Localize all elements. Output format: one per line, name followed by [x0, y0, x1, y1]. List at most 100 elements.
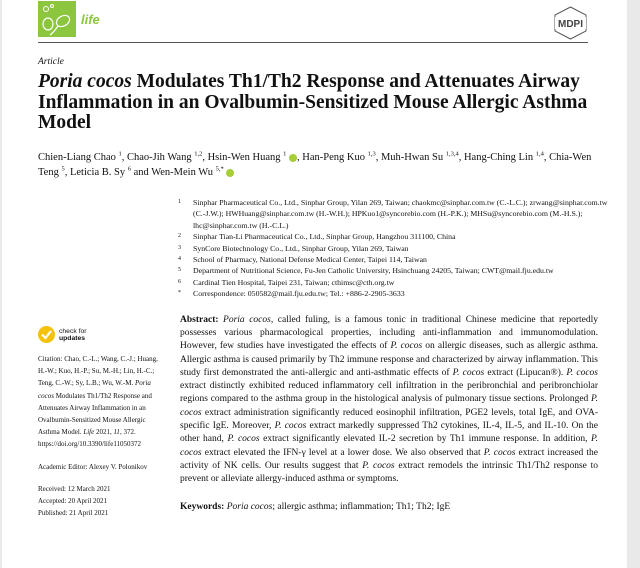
affiliation-number: 4: [178, 256, 181, 263]
affiliation-row: 6 Cardinal Tien Hospital, Taipei 231, Tai…: [178, 277, 618, 288]
affiliation-row: 1 Sinphar Pharmaceutical Co., Ltd., Sinph…: [178, 197, 618, 231]
affiliation-number: 6: [178, 278, 181, 285]
affiliation-row: 4 School of Pharmacy, National Defense Me…: [178, 254, 618, 265]
author-list: Chien-Liang Chao 1, Chao-Jih Wang 1,2, H…: [38, 150, 598, 180]
species-name: P. cocos: [452, 367, 485, 378]
abstract-text: extract elevated the IFN-γ level at a lo…: [201, 447, 484, 458]
abstract-text: extract significantly elevated IL-2 secr…: [259, 434, 592, 445]
species-name: P. cocos: [390, 341, 423, 352]
citation-journal: Life: [83, 428, 95, 437]
author-separator: ,: [64, 167, 70, 178]
keyword-italic: Poria cocos: [226, 501, 273, 512]
published-date: Published: 21 April 2021: [38, 509, 109, 518]
affiliation-row: 5 Department of Nutritional Science, Fu-J…: [178, 265, 618, 276]
author-name[interactable]: Wen-Mein Wu: [151, 167, 214, 178]
mdpi-logo: MDPI: [553, 6, 588, 40]
author-affiliation: 6: [127, 165, 131, 173]
species-name: P. cocos: [362, 460, 395, 471]
citation-italic: Poria cocos: [38, 379, 151, 400]
keywords-label: Keywords:: [180, 501, 225, 512]
author-separator: ,: [543, 152, 550, 163]
citation-volume: 11: [113, 428, 120, 437]
header-rule: [38, 42, 588, 43]
author-separator: ,: [202, 152, 208, 163]
academic-editor: Academic Editor: Alexey V. Polonikov: [38, 462, 148, 471]
author-separator: ,: [458, 152, 464, 163]
species-name: P. cocos: [274, 421, 307, 432]
affiliation-text: Cardinal Tien Hospital, Taipei 231, Taiw…: [193, 277, 395, 287]
affiliation-text: Correspondence: 050582@mail.fju.edu.tw; …: [193, 289, 405, 299]
abstract-text: extract markedly suppressed Th2 cytokine…: [180, 421, 598, 445]
article-type: Article: [38, 57, 64, 67]
mdpi-wordmark: MDPI: [558, 19, 583, 30]
author-name[interactable]: Chien-Liang Chao: [38, 152, 116, 163]
species-name: Poria cocos: [223, 314, 271, 325]
journal-name: life: [81, 12, 100, 27]
species-name: P. cocos: [180, 394, 598, 418]
right-column: 1 Sinphar Pharmaceutical Co., Ltd., Sinph…: [178, 197, 618, 514]
abstract-label: Abstract:: [180, 314, 219, 325]
affiliation-row: 3 SynCore Biotechnology Co., Ltd., Sinpha…: [178, 243, 618, 254]
citation-label: Citation:: [38, 355, 63, 363]
citation: Citation: Chao, C.-L.; Wang, C.-J.; Huan…: [38, 353, 163, 451]
title-rest: Modulates Th1/Th2 Response and Attenuate…: [38, 71, 588, 133]
author-name[interactable]: Hsin-Wen Huang: [207, 152, 281, 163]
affiliation-row: * Correspondence: 050582@mail.fju.edu.tw;…: [178, 288, 618, 299]
author-affiliation: 5: [61, 165, 65, 173]
affiliation-number: *: [178, 290, 181, 297]
species-name: P. cocos: [483, 447, 516, 458]
author-separator: ,: [375, 152, 381, 163]
citation-text: Chao, C.-L.; Wang, C.-J.; Huang, H.-W.; …: [38, 355, 158, 388]
checkmark-icon: [38, 326, 55, 343]
author-affiliation: 5,*: [215, 165, 224, 173]
keywords: Keywords: Poria cocos; allergic asthma; …: [180, 501, 598, 514]
author-name[interactable]: Han-Peng Kuo: [302, 152, 365, 163]
abstract-text: extract distinctly exhibited reduced inf…: [180, 381, 598, 405]
affiliation-number: 3: [178, 244, 181, 251]
check-for-updates-badge[interactable]: check for updates: [38, 326, 163, 343]
author-separator: and: [130, 167, 152, 178]
author-separator: ,: [121, 152, 127, 163]
species-name: P. cocos: [180, 434, 598, 458]
affiliation-number: 2: [178, 233, 181, 240]
author-name[interactable]: Chia-Wen Teng: [38, 152, 592, 178]
cfu-line1: check for: [59, 327, 87, 335]
orcid-icon[interactable]: [289, 153, 298, 162]
abstract-text: extract remodels the intrinsic Th1/Th2 r…: [180, 460, 598, 485]
citation-doi[interactable]: , 372. https://doi.org/10.3390/life11050…: [38, 428, 142, 449]
author-name[interactable]: Muh-Hwan Su: [380, 152, 444, 163]
paper-title: Poria cocos Modulates Th1/Th2 Response a…: [38, 71, 598, 134]
affiliation-text: Department of Nutritional Science, Fu-Je…: [193, 266, 554, 276]
species-name: P. cocos: [227, 434, 260, 445]
accepted-date: Accepted: 20 April 2021: [38, 497, 108, 506]
affiliations: 1 Sinphar Pharmaceutical Co., Ltd., Sinph…: [178, 197, 618, 300]
cfu-line2: updates: [59, 334, 86, 342]
author-affiliation: 1: [118, 150, 122, 158]
abstract-text: extract (Lipucan®).: [484, 367, 567, 378]
citation-text2: Modulates Th1/Th2 Response and Attenuate…: [38, 391, 152, 437]
keywords-rest: ; allergic asthma; inflammation; Th1; Th…: [272, 501, 451, 512]
affiliation-text: Sinphar Tian-Li Pharmaceutical Co., Ltd.…: [193, 232, 456, 242]
left-column: check for updates Citation: Chao, C.-L.; …: [38, 326, 163, 519]
author-affiliation: 1,4: [535, 150, 544, 158]
received-date: Received: 12 March 2021: [38, 484, 111, 493]
abstract-text: , called fuling, is a famous tonic in tr…: [180, 314, 598, 352]
affiliation-row: 2 Sinphar Tian-Li Pharmaceutical Co., Ltd…: [178, 231, 618, 242]
paper-page: [2, 0, 627, 568]
abstract-text: extract administration significantly red…: [180, 407, 598, 432]
abstract-text: extract increased the activity of NK cel…: [180, 447, 598, 471]
affiliation-number: 1: [178, 199, 181, 205]
journal-logo: [38, 1, 76, 37]
affiliation-number: 5: [178, 267, 181, 274]
author-separator: ,: [297, 152, 303, 163]
orcid-icon[interactable]: [226, 168, 235, 177]
author-affiliation: 1,3: [367, 150, 376, 158]
author-affiliation: 1,2: [194, 150, 203, 158]
citation-text3: 2021,: [94, 428, 114, 437]
abstract: Abstract: Poria cocos, called fuling, is…: [180, 314, 598, 487]
author-name[interactable]: Leticia B. Sy: [69, 167, 126, 178]
author-affiliation: 1,3,4: [445, 150, 459, 158]
dates: Received: 12 March 2021 Accepted: 20 Apr…: [38, 483, 163, 520]
author-name[interactable]: Hang-Ching Lin: [463, 152, 534, 163]
author-name[interactable]: Chao-Jih Wang: [126, 152, 192, 163]
